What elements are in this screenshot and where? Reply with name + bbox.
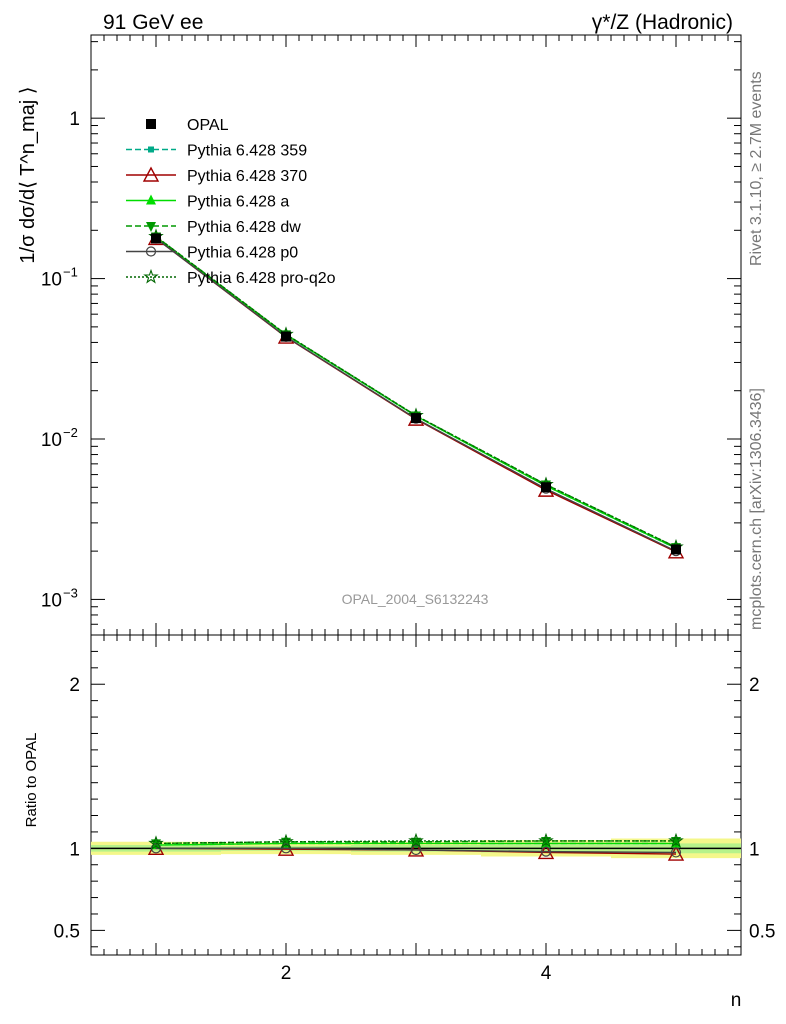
data-point	[541, 482, 551, 493]
legend-label: Pythia 6.428 359	[187, 143, 307, 160]
legend-marker	[142, 166, 160, 182]
ratio-series-point	[408, 832, 424, 848]
y-tick-label: 10	[41, 590, 62, 611]
legend-marker	[146, 194, 156, 205]
data-point	[281, 331, 291, 342]
ratio-frame	[90, 634, 742, 956]
legend-label: Pythia 6.428 370	[187, 168, 307, 185]
legend-marker	[145, 246, 157, 257]
ratio-series-line	[156, 847, 677, 854]
legend-label: Pythia 6.428 a	[187, 194, 289, 211]
y-tick-exponent: −1	[63, 265, 78, 280]
legend-label: Pythia 6.428 pro-q2o	[187, 270, 336, 287]
analysis-watermark: OPAL_2004_S6132243	[342, 591, 489, 607]
ratio-y-tick-label: 0.5	[54, 921, 80, 942]
ratio-y-tick-label-right: 2	[749, 675, 760, 696]
ratio-series-point	[670, 847, 682, 858]
ratio-series-point	[668, 832, 684, 848]
ratio-y-tick-label: 2	[69, 675, 80, 696]
x-axis-label: n	[731, 990, 742, 1011]
ratio-y-tick-label-right: 1	[749, 839, 760, 860]
legend-label: OPAL	[187, 117, 229, 134]
main-panel: 10−310−210 −111/σ dσ/d⟨ T^n_maj ⟩	[17, 34, 742, 955]
legend-label: Pythia 6.428 dw	[187, 219, 301, 236]
ratio-series-point	[150, 843, 162, 854]
ratio-series-point	[667, 845, 685, 861]
y-tick-label: 1	[69, 109, 80, 130]
legend-marker	[143, 268, 159, 284]
ratio-series-line	[155, 840, 676, 845]
ratio-series-point	[278, 833, 294, 849]
legend: OPAL Pythia 6.428 359 Pythia 6.428 370 Pyth…	[126, 117, 336, 287]
ratio-series-point	[281, 837, 291, 848]
ratio-y-tick-label: 1	[69, 839, 80, 860]
ratio-series-point	[148, 835, 164, 851]
legend-label: Pythia 6.428 p0	[187, 245, 298, 262]
ratio-y-axis-label: Ratio to OPAL	[23, 733, 40, 828]
mcplots-label: mcplots.cern.ch [arXiv:1306.3436]	[748, 388, 765, 630]
ratio-series-point	[671, 836, 681, 847]
data-point	[411, 413, 421, 424]
ratio-y-tick-label-right: 0.5	[749, 921, 775, 942]
rivet-label: Rivet 3.1.10, ≥ 2.7M events	[748, 71, 765, 266]
x-tick-label: 2	[281, 963, 292, 984]
ratio-series-point	[538, 832, 554, 848]
header-right: γ*/Z (Hadronic)	[592, 11, 733, 34]
data-point	[671, 544, 681, 555]
y-tick-label: 10	[41, 270, 62, 291]
legend-marker	[148, 146, 154, 153]
header-left: 91 GeV ee	[103, 11, 203, 34]
ratio-series-point	[541, 836, 551, 847]
x-tick-label: 4	[541, 963, 552, 984]
y-tick-label: 10	[41, 430, 62, 451]
data-point	[151, 233, 161, 244]
y-tick-exponent: −3	[63, 585, 78, 600]
ratio-panel: 2 4 n 0.5 0.5 1 1 2 2 Ratio to OPAL	[23, 634, 775, 1011]
legend-marker	[146, 119, 156, 129]
y-tick-exponent: −2	[63, 425, 78, 440]
legend-marker	[146, 222, 156, 232]
ratio-series-point	[540, 846, 552, 857]
y-axis-label: 1/σ dσ/d⟨ T^n_maj ⟩	[17, 86, 39, 263]
ratio-series-point	[410, 844, 422, 856]
